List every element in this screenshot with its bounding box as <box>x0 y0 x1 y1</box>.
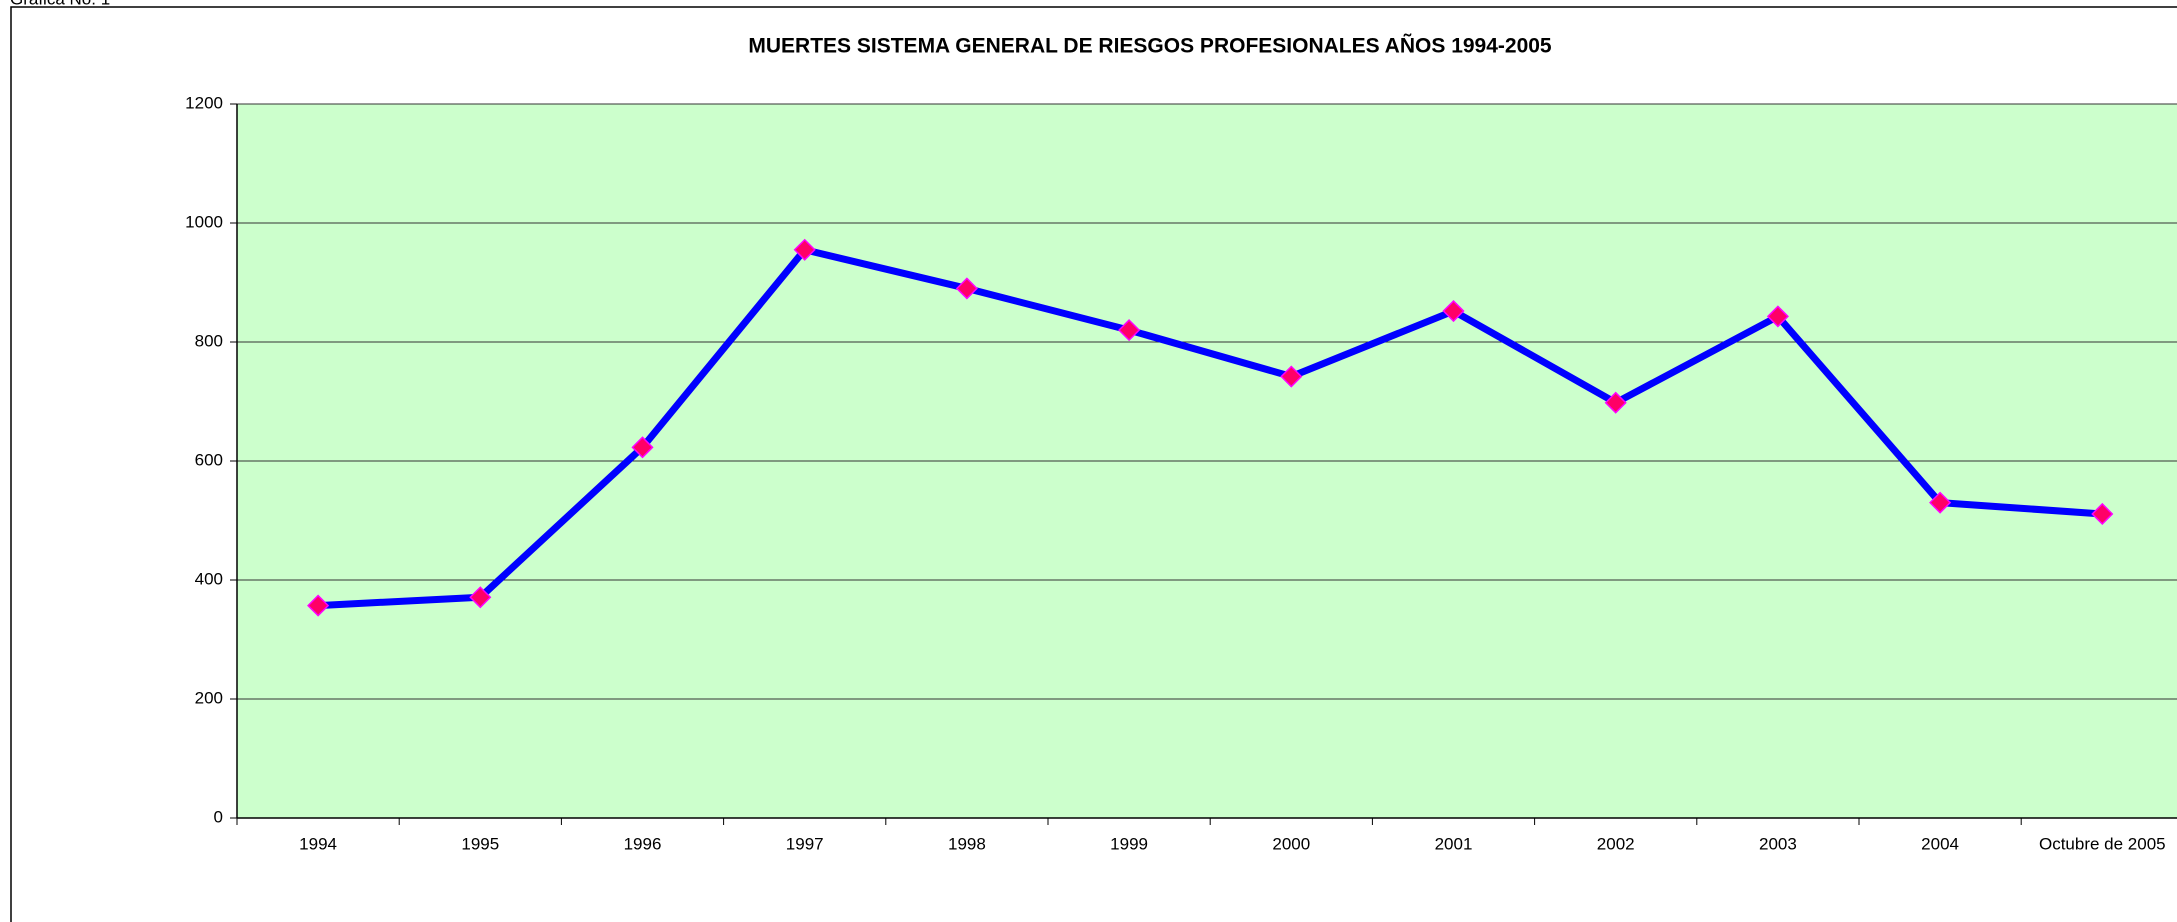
data-marker <box>1280 365 1303 388</box>
data-marker <box>1604 391 1627 414</box>
data-marker <box>1766 305 1789 328</box>
data-marker <box>631 436 654 459</box>
x-tick-label: 1995 <box>461 834 499 853</box>
x-tick-label: 2001 <box>1435 834 1473 853</box>
data-marker <box>469 586 492 609</box>
y-tick-label: 400 <box>195 569 223 588</box>
y-tick-label: 1000 <box>185 212 223 231</box>
caption: Gráfica No. 1 <box>10 0 110 8</box>
x-tick-label: 1994 <box>299 834 337 853</box>
y-tick-label: 600 <box>195 450 223 469</box>
data-marker <box>2091 502 2114 526</box>
data-marker <box>307 594 330 617</box>
x-tick-label: 2002 <box>1597 834 1635 853</box>
data-marker <box>793 238 816 261</box>
x-tick-label: 1996 <box>624 834 662 853</box>
y-tick-label: 1200 <box>185 93 223 112</box>
y-tick-label: 800 <box>195 331 223 350</box>
x-tick-label: 1997 <box>786 834 824 853</box>
x-tick-label: 1999 <box>1110 834 1148 853</box>
data-marker <box>1929 491 1952 514</box>
y-tick-label: 0 <box>214 807 223 826</box>
x-tick-label: 2003 <box>1759 834 1797 853</box>
chart-title: MUERTES SISTEMA GENERAL DE RIESGOS PROFE… <box>748 35 1552 58</box>
x-tick-label: 2000 <box>1272 834 1310 853</box>
y-tick-label: 200 <box>195 688 223 707</box>
data-marker <box>1442 299 1465 323</box>
data-marker <box>1118 319 1141 342</box>
x-tick-label: 2004 <box>1921 834 1959 853</box>
data-marker <box>955 277 978 300</box>
data-line <box>317 246 2103 610</box>
x-tick-label: Octubre de 2005 <box>2039 834 2166 853</box>
x-tick-label: 1998 <box>948 834 986 853</box>
